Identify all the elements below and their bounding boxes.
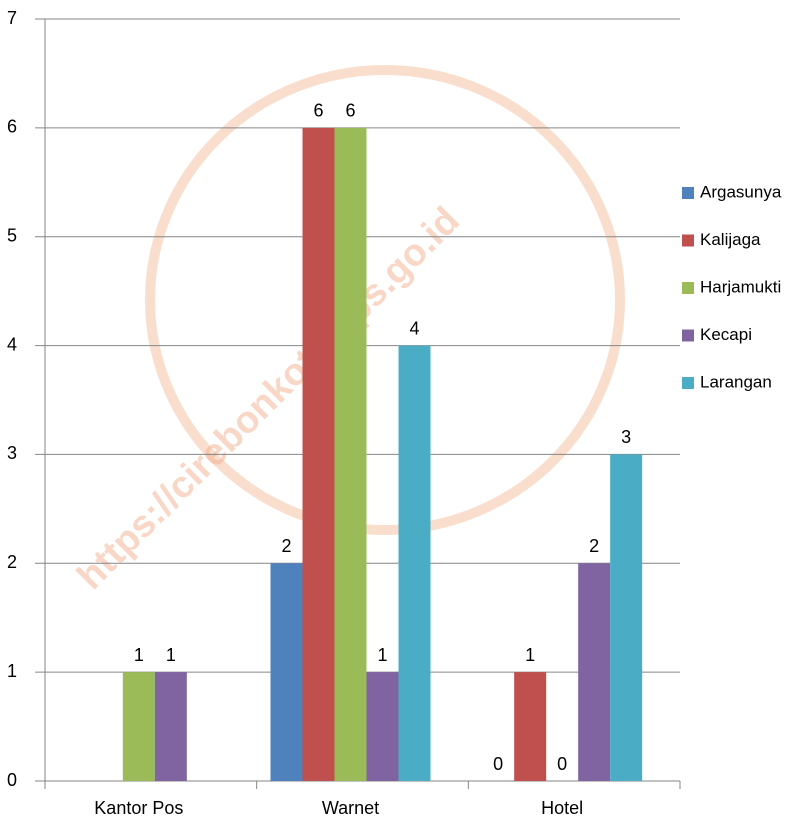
data-label: 1: [166, 645, 176, 665]
x-tick-label: Kantor Pos: [94, 798, 183, 818]
bar: [578, 563, 611, 781]
bar: [270, 563, 303, 781]
bar: [610, 454, 643, 781]
y-tick-label: 4: [7, 334, 17, 354]
data-label: 6: [345, 101, 355, 121]
y-tick-label: 2: [7, 552, 17, 572]
legend-swatch: [682, 234, 694, 247]
legend-swatch: [682, 282, 694, 294]
legend-label: Argasunya: [700, 182, 782, 201]
y-tick-label: 5: [7, 225, 17, 245]
data-label: 3: [621, 427, 631, 447]
x-tick-label: Hotel: [541, 798, 583, 818]
data-label: 0: [493, 754, 503, 774]
data-label: 2: [589, 536, 599, 556]
data-label: 6: [313, 101, 323, 121]
data-label: 1: [525, 645, 535, 665]
data-label: 1: [134, 645, 144, 665]
legend-swatch: [682, 187, 694, 199]
x-tick-label: Warnet: [322, 798, 379, 818]
bar: [122, 672, 155, 781]
y-tick-label: 0: [7, 770, 17, 790]
legend-swatch: [682, 377, 694, 389]
bar: [334, 127, 367, 782]
bar: [398, 345, 431, 781]
data-label: 0: [557, 754, 567, 774]
legend-label: Harjamukti: [700, 277, 781, 296]
data-label: 2: [281, 536, 291, 556]
y-tick-label: 7: [7, 8, 17, 28]
bar: [302, 127, 335, 782]
bar: [154, 672, 187, 781]
data-label: 4: [409, 318, 419, 338]
legend-swatch: [682, 329, 694, 342]
y-tick-label: 6: [7, 117, 17, 137]
legend-label: Kalijaga: [700, 230, 761, 249]
bar: [514, 672, 547, 781]
legend-label: Larangan: [700, 372, 772, 391]
bar: [366, 672, 399, 781]
legend-label: Kecapi: [700, 325, 752, 344]
data-label: 1: [377, 645, 387, 665]
y-tick-label: 3: [7, 443, 17, 463]
y-tick-label: 1: [7, 661, 17, 681]
watermark-logo: [145, 65, 625, 535]
